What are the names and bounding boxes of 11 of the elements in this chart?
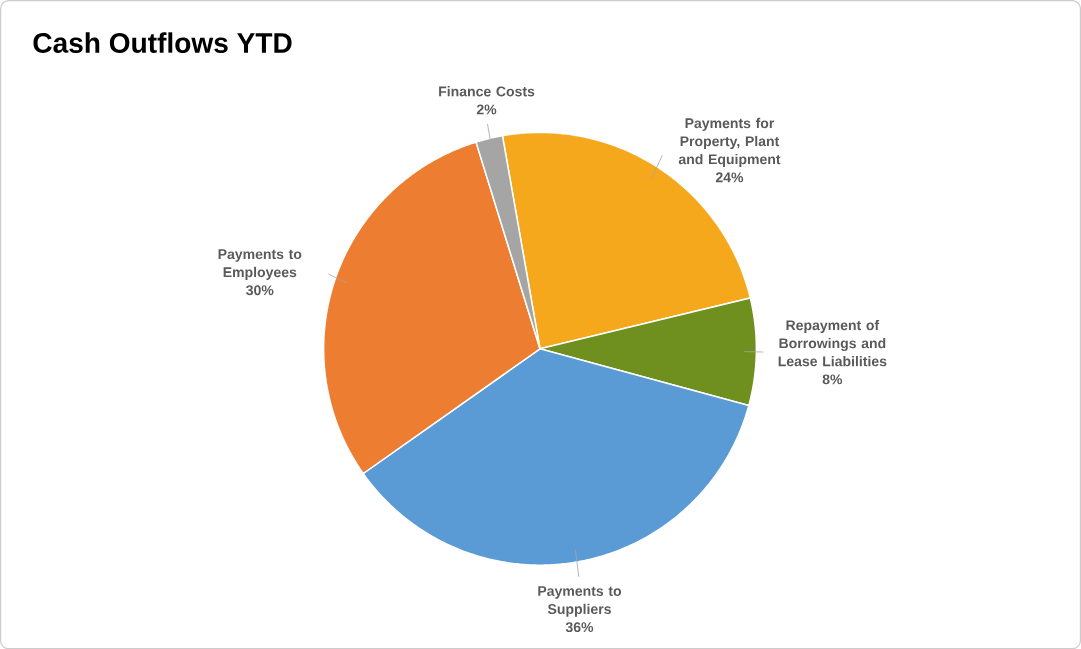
data-label: 2% [476,104,497,115]
data-label: 30% [246,285,274,296]
data-label: 36% [565,622,594,632]
slice-label: Repayment of Borrowings and Lease Liabilities [778,319,887,367]
chart-title: Cash Outflows YTD [33,32,292,53]
slice-label: Payments to Suppliers [538,586,622,617]
slice-label: Finance Costs [439,85,535,97]
slice-label: Payments for Property, Plant and Equipment [678,117,781,167]
data-label: 8% [822,374,843,385]
data-label: 24% [715,172,744,183]
slice-label: Payments to Employees [218,249,302,280]
